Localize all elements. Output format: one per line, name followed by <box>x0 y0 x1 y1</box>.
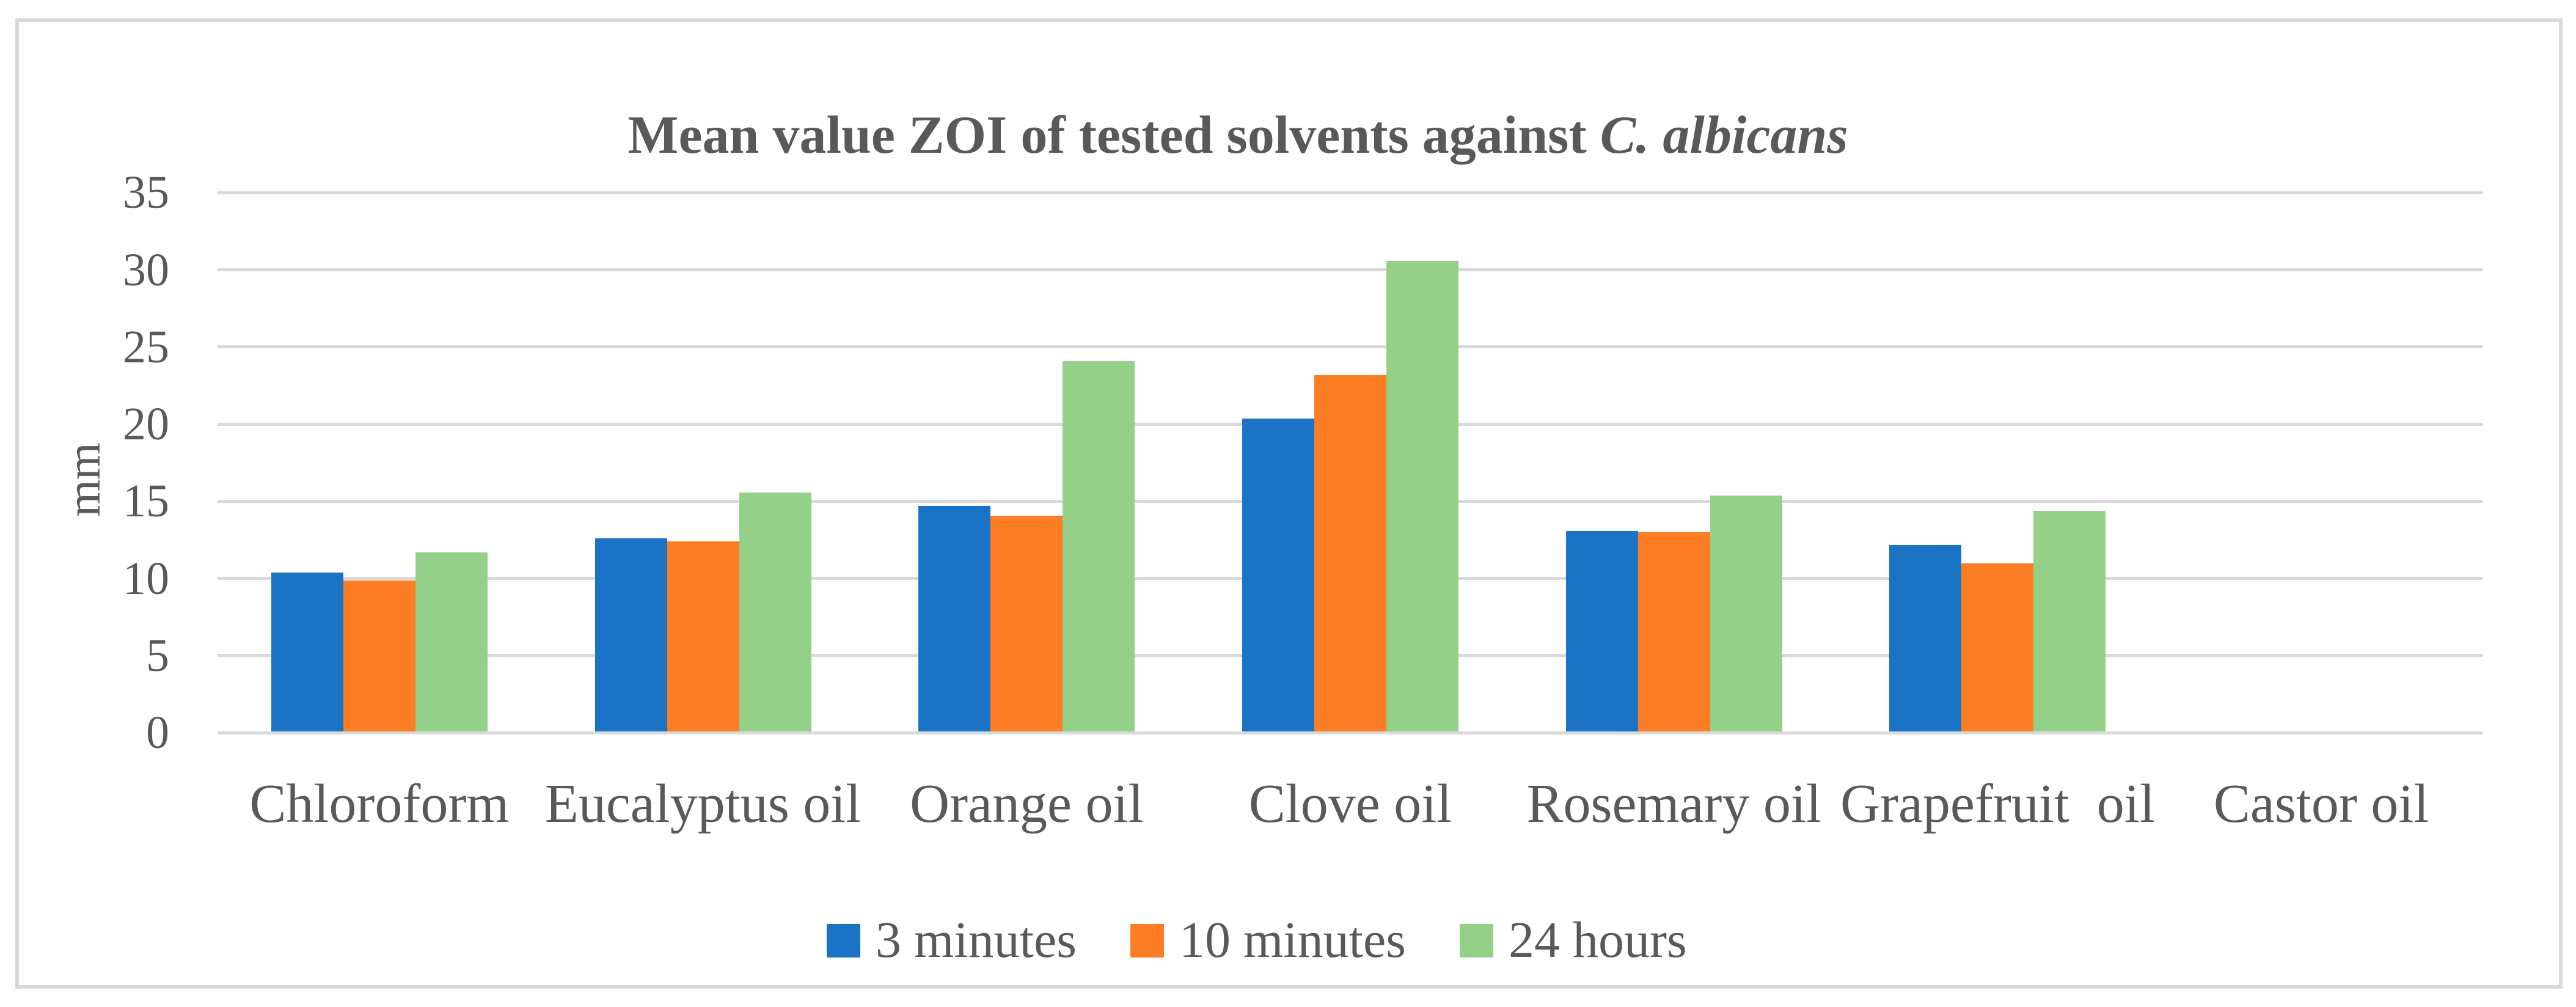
bar-3-minutes-clove-oil <box>1242 418 1314 731</box>
legend-item-10-minutes: 10 minutes <box>1130 912 1406 969</box>
legend: 3 minutes 10 minutes 24 hours <box>827 912 1687 969</box>
legend-marker-24-hours <box>1460 923 1493 958</box>
bar-3-minutes-grapefruit-oil <box>1889 544 1962 731</box>
ytick-label-20: 20 <box>123 398 169 450</box>
xtick-label-eucalyptus-oil: Eucalyptus oil <box>544 774 862 834</box>
bar-3-minutes-rosemary-oil <box>1565 530 1638 731</box>
xtick-label-clove-oil: Clove oil <box>1248 774 1452 834</box>
bar-24-hours-orange-oil <box>1063 361 1135 731</box>
bar-10-minutes-grapefruit-oil <box>1961 563 2034 731</box>
bar-3-minutes-orange-oil <box>918 506 991 731</box>
bar-24-hours-eucalyptus-oil <box>739 492 811 731</box>
bar-24-hours-clove-oil <box>1386 260 1458 731</box>
chart-border-frame <box>15 18 2563 989</box>
bar-10-minutes-orange-oil <box>990 515 1063 731</box>
legend-marker-10-minutes <box>1130 923 1164 958</box>
bar-10-minutes-chloroform <box>343 580 415 731</box>
bar-3-minutes-eucalyptus-oil <box>595 538 667 731</box>
bar-10-minutes-rosemary-oil <box>1637 532 1710 731</box>
xtick-label-rosemary-oil: Rosemary oil <box>1526 774 1821 834</box>
gridline-25 <box>218 345 2483 349</box>
bar-24-hours-grapefruit-oil <box>2033 510 2106 731</box>
bar-24-hours-chloroform <box>415 552 488 731</box>
xtick-label-orange-oil: Orange oil <box>910 774 1144 834</box>
bar-3-minutes-chloroform <box>271 572 343 731</box>
legend-label-10-minutes: 10 minutes <box>1179 912 1406 969</box>
ytick-label-35: 35 <box>123 167 169 219</box>
legend-marker-3-minutes <box>827 923 860 958</box>
legend-label-3-minutes: 3 minutes <box>876 912 1077 969</box>
bar-24-hours-rosemary-oil <box>1710 495 1782 731</box>
xtick-label-grapefruit-oil: Grapefruit oil <box>1840 774 2155 834</box>
gridline-35 <box>218 191 2483 194</box>
ytick-label-5: 5 <box>146 629 169 681</box>
ytick-label-0: 0 <box>146 707 169 758</box>
ytick-label-30: 30 <box>123 244 169 296</box>
bar-10-minutes-clove-oil <box>1314 375 1386 731</box>
bar-10-minutes-eucalyptus-oil <box>667 541 739 731</box>
legend-label-24-hours: 24 hours <box>1509 912 1687 969</box>
legend-item-3-minutes: 3 minutes <box>827 912 1077 969</box>
chart-title-text: Mean value ZOI of tested solvents agains… <box>628 106 1600 165</box>
legend-item-24-hours: 24 hours <box>1460 912 1687 969</box>
chart-title-species-italic: C. albicans <box>1600 106 1848 165</box>
gridline-30 <box>218 268 2483 272</box>
xtick-label-castor-oil: Castor oil <box>2213 774 2429 834</box>
xtick-label-chloroform: Chloroform <box>249 774 510 834</box>
chart-title: Mean value ZOI of tested solvents agains… <box>218 105 2258 166</box>
ytick-label-15: 15 <box>123 475 169 527</box>
ytick-label-25: 25 <box>123 321 169 373</box>
gridline-0 <box>218 731 2483 734</box>
ytick-label-10: 10 <box>123 552 169 604</box>
